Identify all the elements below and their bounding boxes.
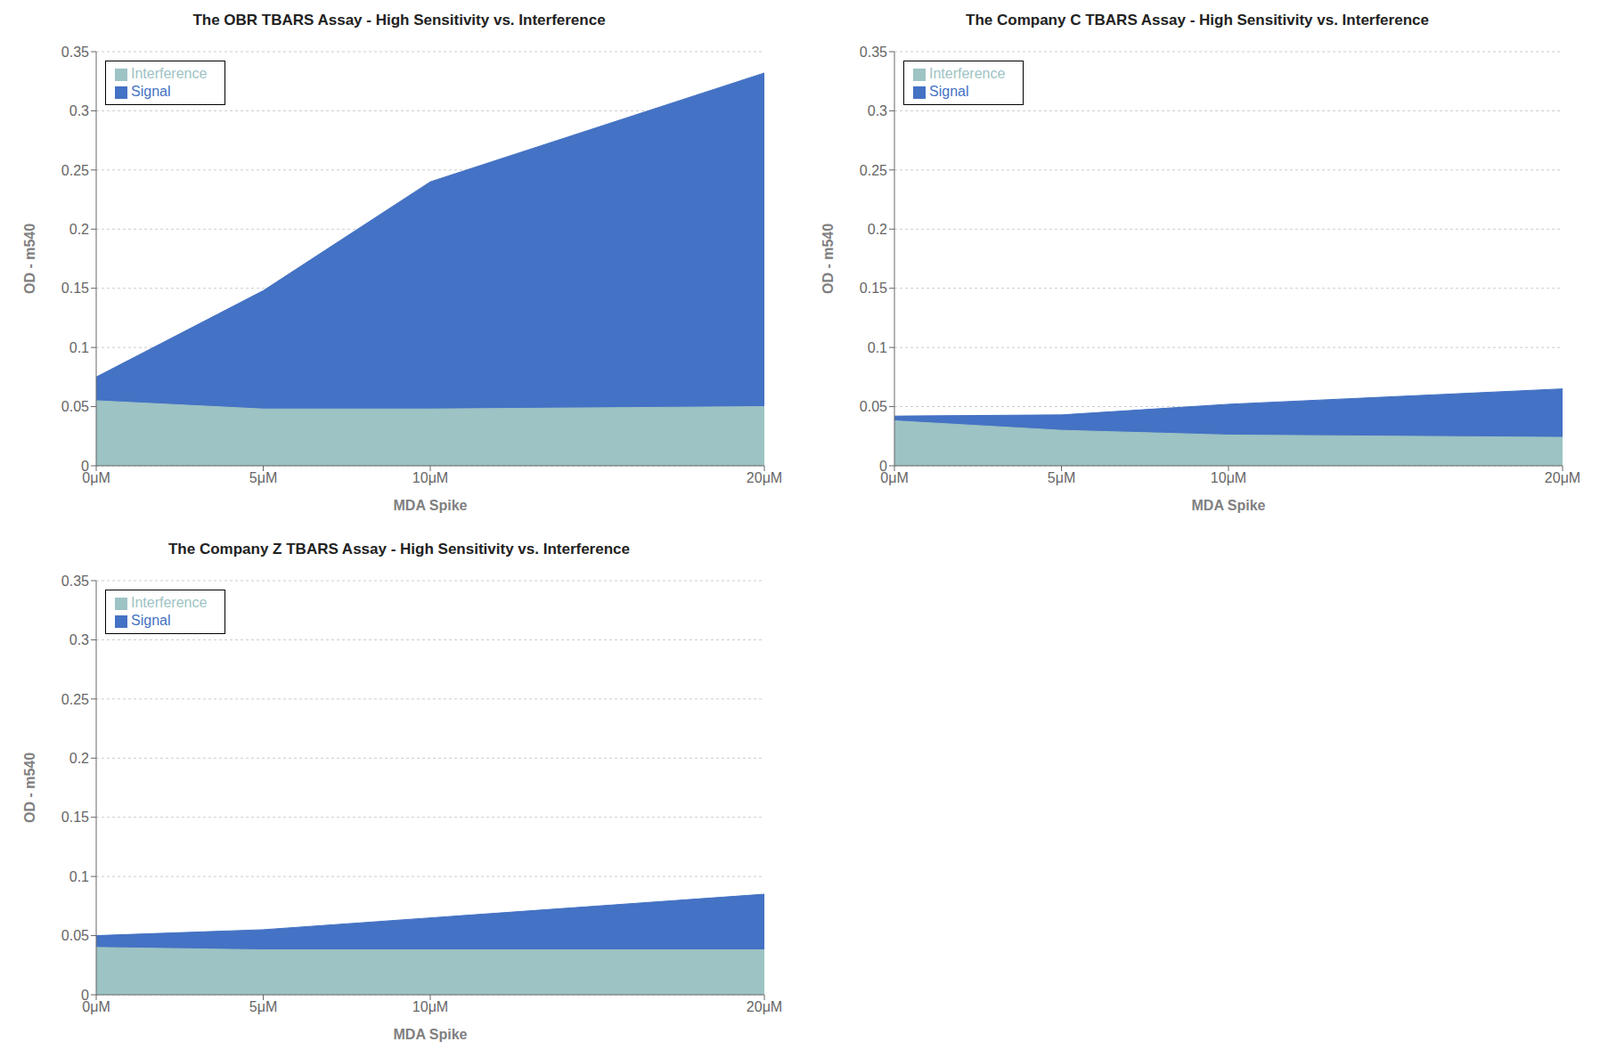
svg-text:0μM: 0μM xyxy=(880,470,909,486)
svg-text:0.1: 0.1 xyxy=(867,340,888,356)
svg-text:5μM: 5μM xyxy=(1047,470,1076,486)
svg-text:20μM: 20μM xyxy=(1544,470,1581,486)
svg-text:0.35: 0.35 xyxy=(61,573,90,589)
svg-text:OD - m540: OD - m540 xyxy=(22,223,38,294)
svg-text:20μM: 20μM xyxy=(746,470,783,486)
svg-text:0.2: 0.2 xyxy=(867,221,888,237)
svg-text:0: 0 xyxy=(81,458,90,474)
svg-text:20μM: 20μM xyxy=(746,999,783,1015)
html-text:The OBR TBARS Assay - High Sen: The OBR TBARS Assay - High Sensitivity v… xyxy=(192,11,606,29)
svg-text:0.35: 0.35 xyxy=(61,44,90,60)
svg-text:5μM: 5μM xyxy=(249,470,278,486)
svg-text:0: 0 xyxy=(879,458,888,474)
svg-text:MDA Spike: MDA Spike xyxy=(393,497,468,514)
svg-text:0.3: 0.3 xyxy=(69,632,90,648)
svg-text:OD - m540: OD - m540 xyxy=(22,752,38,824)
svg-text:0.2: 0.2 xyxy=(69,221,90,237)
svg-text:0.2: 0.2 xyxy=(69,751,90,767)
svg-text:MDA Spike: MDA Spike xyxy=(393,1027,468,1043)
svg-text:OD - m540: OD - m540 xyxy=(820,223,836,294)
svg-text:0.1: 0.1 xyxy=(69,340,90,356)
html-text:Signal: Signal xyxy=(130,83,171,99)
svg-text:0.15: 0.15 xyxy=(61,280,90,296)
html-text:The Company Z TBARS Assay - Hi: The Company Z TBARS Assay - High Sensiti… xyxy=(168,540,630,558)
svg-text:0: 0 xyxy=(81,987,90,1004)
svg-text:10μM: 10μM xyxy=(1210,470,1247,486)
svg-text:0.05: 0.05 xyxy=(61,399,90,415)
html-text:Interference: Interference xyxy=(130,65,208,82)
html-text:Signal: Signal xyxy=(130,612,171,629)
svg-text:0.15: 0.15 xyxy=(859,280,888,296)
svg-text:0μM: 0μM xyxy=(82,999,111,1016)
svg-text:10μM: 10μM xyxy=(412,999,449,1015)
svg-text:10μM: 10μM xyxy=(412,470,449,486)
svg-text:MDA Spike: MDA Spike xyxy=(1191,497,1266,514)
svg-text:0.05: 0.05 xyxy=(859,399,888,415)
svg-text:0.15: 0.15 xyxy=(61,809,90,825)
svg-text:5μM: 5μM xyxy=(249,999,278,1015)
html-text:Interference: Interference xyxy=(130,595,208,611)
html-text:Signal: Signal xyxy=(929,83,969,99)
svg-text:0.25: 0.25 xyxy=(859,163,888,179)
html-text:The Company C TBARS Assay - Hi: The Company C TBARS Assay - High Sensiti… xyxy=(965,11,1429,29)
svg-text:0.3: 0.3 xyxy=(69,103,90,119)
svg-text:0.05: 0.05 xyxy=(61,928,90,944)
svg-text:0.25: 0.25 xyxy=(61,163,90,179)
svg-text:0.25: 0.25 xyxy=(61,692,90,708)
html-text:Interference: Interference xyxy=(929,65,1006,82)
svg-text:0μM: 0μM xyxy=(82,470,111,486)
svg-text:0.35: 0.35 xyxy=(859,44,888,60)
svg-text:0.1: 0.1 xyxy=(69,869,90,885)
svg-text:0.3: 0.3 xyxy=(867,103,888,119)
